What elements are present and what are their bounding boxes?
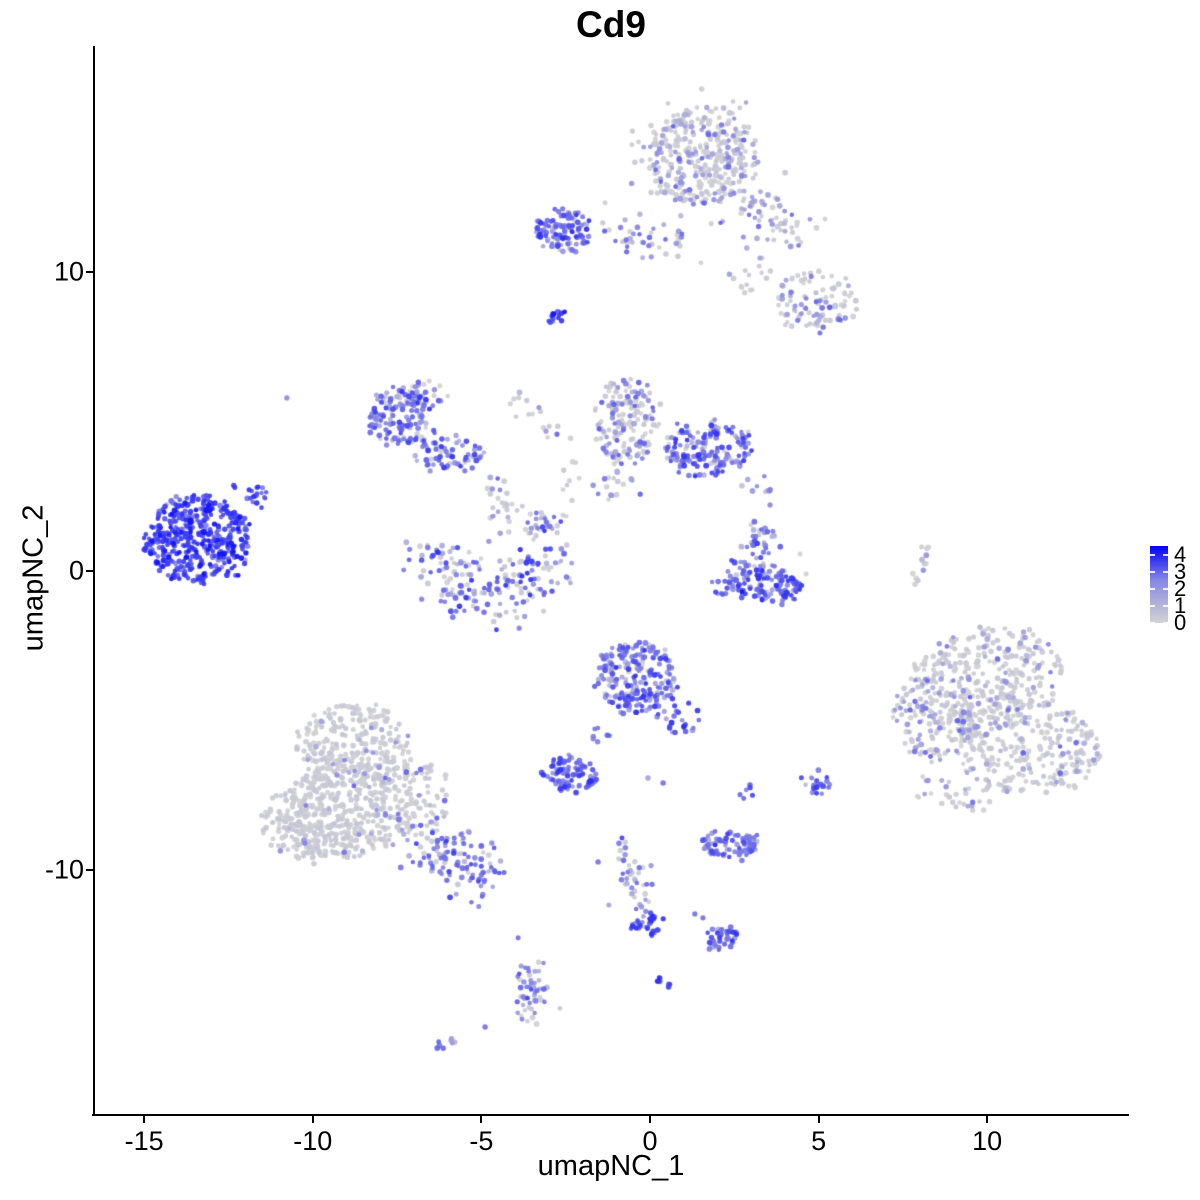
colorbar-value-label: 4 (1174, 541, 1187, 567)
y-axis-title: umapNC_2 (17, 504, 50, 652)
colorbar-tick (1150, 622, 1155, 624)
colorbar-tick (1150, 604, 1155, 607)
colorbar-value-label: 3 (1174, 558, 1187, 584)
colorbar-tick (1150, 553, 1155, 556)
x-tick-mark (143, 1115, 146, 1123)
y-tick-mark (86, 570, 94, 572)
x-tick-label: -10 (293, 1126, 333, 1156)
colorbar-tick (1163, 622, 1168, 624)
colorbar-tick (1163, 604, 1168, 607)
colorbar-value-label: 1 (1174, 592, 1187, 618)
y-tick-mark (86, 869, 94, 871)
x-tick-mark (480, 1115, 483, 1123)
x-tick-label: -5 (469, 1126, 494, 1156)
y-axis-line (93, 46, 95, 1116)
colorbar-value-label: 2 (1174, 575, 1187, 601)
x-tick-label: 0 (642, 1126, 658, 1156)
x-tick-label: 10 (972, 1126, 1003, 1156)
colorbar-value-label: 0 (1174, 610, 1187, 635)
x-tick-mark (311, 1115, 314, 1123)
colorbar-tick (1150, 587, 1155, 590)
colorbar-tick (1150, 570, 1155, 573)
x-tick-mark (817, 1115, 820, 1123)
colorbar-tick (1163, 553, 1168, 556)
y-tick-mark (86, 271, 94, 273)
y-tick-label: -10 (44, 854, 84, 885)
y-tick-label: 0 (68, 555, 84, 586)
x-tick-label: -15 (124, 1126, 164, 1156)
colorbar-tick (1163, 587, 1168, 590)
x-tick-mark (649, 1115, 651, 1123)
y-tick-label: 10 (53, 256, 84, 287)
x-tick-label: 5 (811, 1126, 827, 1156)
x-axis-title: umapNC_1 (537, 1150, 685, 1182)
x-axis-line (92, 1114, 1129, 1116)
plot-title: Cd9 (576, 4, 646, 45)
colorbar-gradient (1150, 546, 1168, 623)
colorbar-tick (1163, 570, 1168, 573)
x-tick-mark (986, 1115, 989, 1123)
